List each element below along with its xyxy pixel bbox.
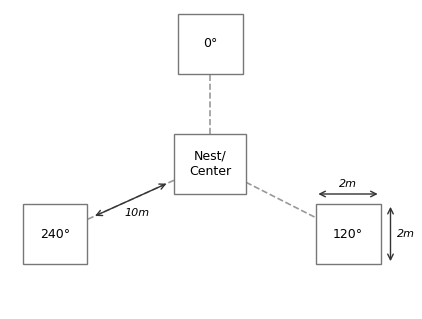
Bar <box>174 134 246 194</box>
Bar <box>22 204 87 264</box>
Bar <box>178 14 243 74</box>
Text: 2m: 2m <box>397 229 414 239</box>
Text: 120°: 120° <box>333 227 363 241</box>
Bar <box>316 204 381 264</box>
Text: 0°: 0° <box>203 38 217 50</box>
Text: 2m: 2m <box>339 179 357 189</box>
Text: 240°: 240° <box>40 227 70 241</box>
Text: Nest/
Center: Nest/ Center <box>189 150 231 178</box>
Text: 10m: 10m <box>124 208 149 219</box>
